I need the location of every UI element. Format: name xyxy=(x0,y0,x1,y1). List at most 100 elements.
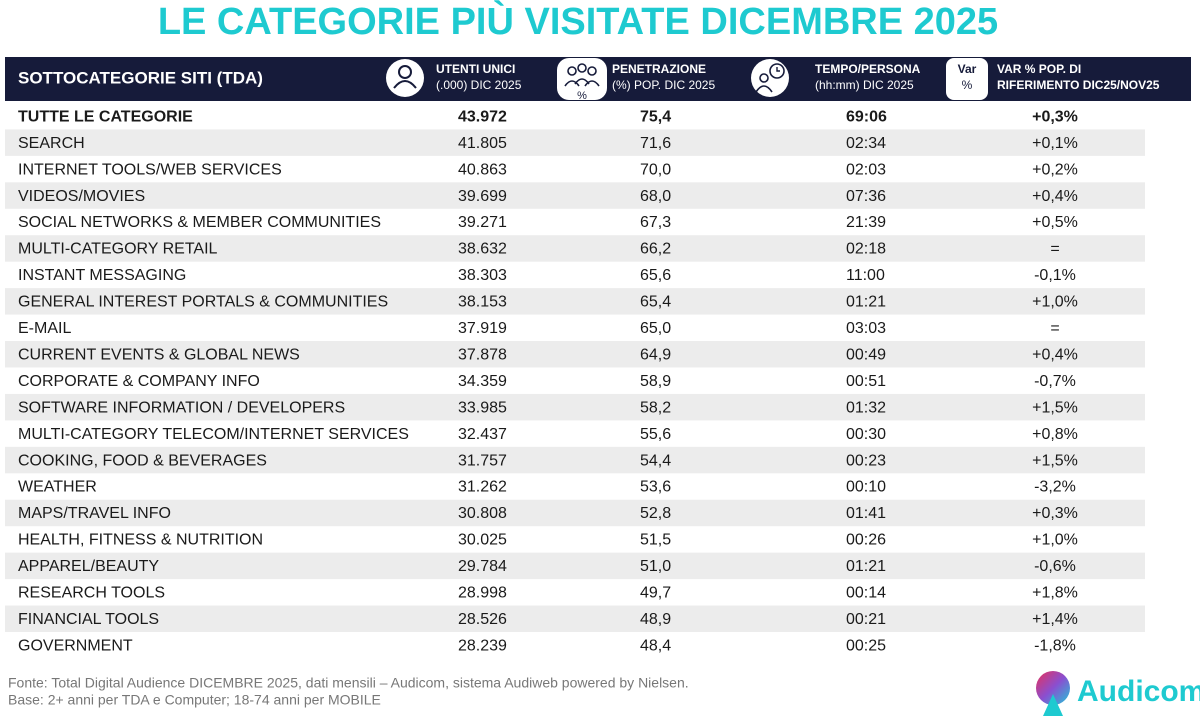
row-label: MULTI-CATEGORY TELECOM/INTERNET SERVICES xyxy=(18,426,409,443)
cell: 00:21 xyxy=(846,611,886,628)
cell: -0,7% xyxy=(1034,373,1076,390)
row-background xyxy=(5,288,1145,315)
cell: 39.699 xyxy=(458,188,507,205)
header-label: % xyxy=(962,78,973,92)
cell: 29.784 xyxy=(458,558,507,575)
cell: +0,3% xyxy=(1032,505,1078,522)
header-label: Var xyxy=(958,62,977,76)
cell: -3,2% xyxy=(1034,479,1076,496)
row-background xyxy=(5,182,1145,209)
row-background xyxy=(5,129,1145,156)
cell: 00:25 xyxy=(846,637,886,654)
header-label: VAR % POP. DI xyxy=(997,62,1081,76)
header-label: (%) POP. DIC 2025 xyxy=(612,78,715,92)
cell: 39.271 xyxy=(458,214,507,231)
cell: 65,6 xyxy=(640,267,671,284)
cell: +0,4% xyxy=(1032,188,1078,205)
cell: 52,8 xyxy=(640,505,671,522)
cell: 51,5 xyxy=(640,532,671,549)
row-background xyxy=(5,605,1145,632)
row-label: GENERAL INTEREST PORTALS & COMMUNITIES xyxy=(18,294,388,311)
cell: 75,4 xyxy=(640,108,671,125)
row-label: HEALTH, FITNESS & NUTRITION xyxy=(18,532,263,549)
cell: 71,6 xyxy=(640,135,671,152)
icon-part xyxy=(759,73,769,83)
cell: -0,1% xyxy=(1034,267,1076,284)
users-icon-body xyxy=(393,80,417,89)
cell: 51,0 xyxy=(640,558,671,575)
cell: 38.153 xyxy=(458,294,507,311)
row-label: FINANCIAL TOOLS xyxy=(18,611,159,628)
row-label: INTERNET TOOLS/WEB SERVICES xyxy=(18,161,282,178)
cell: 00:51 xyxy=(846,373,886,390)
cell: 43.972 xyxy=(458,108,507,125)
row-label: CORPORATE & COMPANY INFO xyxy=(18,373,260,390)
cell: 01:32 xyxy=(846,399,886,416)
cell: 00:30 xyxy=(846,426,886,443)
cell: 28.239 xyxy=(458,637,507,654)
icon-part xyxy=(587,66,597,76)
row-label: SOFTWARE INFORMATION / DEVELOPERS xyxy=(18,399,345,416)
cell: 37.919 xyxy=(458,320,507,337)
cell: 58,2 xyxy=(640,399,671,416)
cell: +1,0% xyxy=(1032,532,1078,549)
footer-line: Base: 2+ anni per TDA e Computer; 18-74 … xyxy=(8,692,381,708)
cell: +0,8% xyxy=(1032,426,1078,443)
cell: +1,5% xyxy=(1032,399,1078,416)
cell: 28.998 xyxy=(458,585,507,602)
row-label: RESEARCH TOOLS xyxy=(18,585,165,602)
cell: 01:41 xyxy=(846,505,886,522)
cell: 70,0 xyxy=(640,161,671,178)
cell: 28.526 xyxy=(458,611,507,628)
cell: 00:14 xyxy=(846,585,886,602)
header-label: RIFERIMENTO DIC25/NOV25 xyxy=(997,78,1160,92)
row-background xyxy=(5,499,1145,527)
penetration-icon-label: % xyxy=(577,90,587,102)
cell: 01:21 xyxy=(846,294,886,311)
row-label: INSTANT MESSAGING xyxy=(18,267,186,284)
cell: 54,4 xyxy=(640,452,671,469)
icon-part xyxy=(567,66,577,76)
row-label: E-MAIL xyxy=(18,320,71,337)
cell: +1,4% xyxy=(1032,611,1078,628)
logo-mark xyxy=(1036,671,1070,705)
row-label: APPAREL/BEAUTY xyxy=(18,558,159,575)
cell: 64,9 xyxy=(640,346,671,363)
cell: 67,3 xyxy=(640,214,671,231)
users-icon-head xyxy=(398,65,412,79)
cell: +0,1% xyxy=(1032,135,1078,152)
cell: 65,4 xyxy=(640,294,671,311)
row-label: COOKING, FOOD & BEVERAGES xyxy=(18,452,267,469)
cell: 31.757 xyxy=(458,452,507,469)
icon-part xyxy=(776,67,780,72)
cell: 41.805 xyxy=(458,135,507,152)
cell: 02:34 xyxy=(846,135,886,152)
icon-part xyxy=(577,63,587,73)
cell: +0,5% xyxy=(1032,214,1078,231)
cell: 32.437 xyxy=(458,426,507,443)
row-background xyxy=(5,446,1145,474)
cell: 37.878 xyxy=(458,346,507,363)
cell: +1,8% xyxy=(1032,585,1078,602)
logo-text: Audicom xyxy=(1077,675,1200,708)
cell: 07:36 xyxy=(846,188,886,205)
cell: 68,0 xyxy=(640,188,671,205)
cell: 38.303 xyxy=(458,267,507,284)
cell: 00:49 xyxy=(846,346,886,363)
cell: 03:03 xyxy=(846,320,886,337)
cell: -0,6% xyxy=(1034,558,1076,575)
cell: +1,0% xyxy=(1032,294,1078,311)
cell: 48,9 xyxy=(640,611,671,628)
cell: 00:26 xyxy=(846,532,886,549)
cell: 21:39 xyxy=(846,214,886,231)
row-background xyxy=(5,235,1145,262)
row-label: WEATHER xyxy=(18,479,97,496)
title: LE CATEGORIE PIÙ VISITATE DICEMBRE 2025 xyxy=(158,0,998,43)
cell: 49,7 xyxy=(640,585,671,602)
row-background xyxy=(5,393,1145,421)
row-label: GOVERNMENT xyxy=(18,637,133,654)
cell: 11:00 xyxy=(846,267,885,284)
cell: 02:03 xyxy=(846,161,886,178)
